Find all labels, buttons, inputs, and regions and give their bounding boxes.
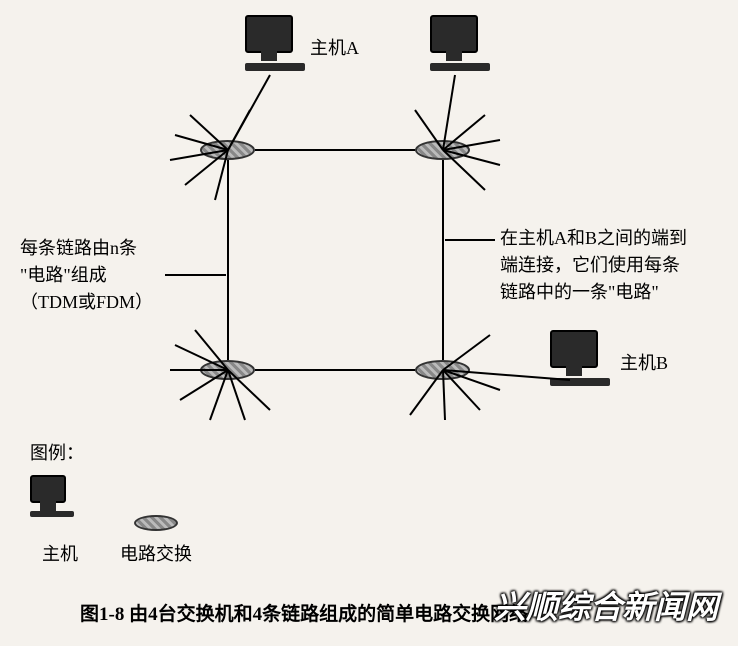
left-annotation-line1: 每条链路由n条 — [20, 235, 153, 262]
left-annotation: 每条链路由n条 "电路"组成 （TDM或FDM） — [20, 235, 153, 316]
legend-host-label: 主机 — [42, 540, 78, 566]
legend-switch: 电路交换 — [120, 515, 192, 566]
right-annotation-line3: 链路中的一条"电路" — [500, 279, 687, 306]
computer-icon — [30, 475, 90, 535]
legend: 图例： 主机 电路交换 — [30, 439, 192, 566]
legend-switch-label: 电路交换 — [120, 540, 192, 566]
right-annotation: 在主机A和B之间的端到 端连接，它们使用每条 链路中的一条"电路" — [500, 225, 687, 306]
legend-host: 主机 — [30, 475, 90, 566]
switch-icon — [134, 515, 178, 531]
left-annotation-line3: （TDM或FDM） — [20, 289, 153, 316]
watermark: 兴顺综合新闻网 — [494, 582, 718, 628]
legend-items: 主机 电路交换 — [30, 475, 192, 566]
base-icon — [30, 511, 74, 517]
right-annotation-line2: 端连接，它们使用每条 — [500, 252, 687, 279]
network-diagram: 主机A 主机B — [0, 0, 738, 646]
legend-title: 图例： — [30, 439, 192, 465]
figure-caption: 图1-8 由4台交换机和4条链路组成的简单电路交换网络 — [80, 599, 528, 626]
left-annotation-line2: "电路"组成 — [20, 262, 153, 289]
right-annotation-line1: 在主机A和B之间的端到 — [500, 225, 687, 252]
monitor-icon — [30, 475, 66, 503]
